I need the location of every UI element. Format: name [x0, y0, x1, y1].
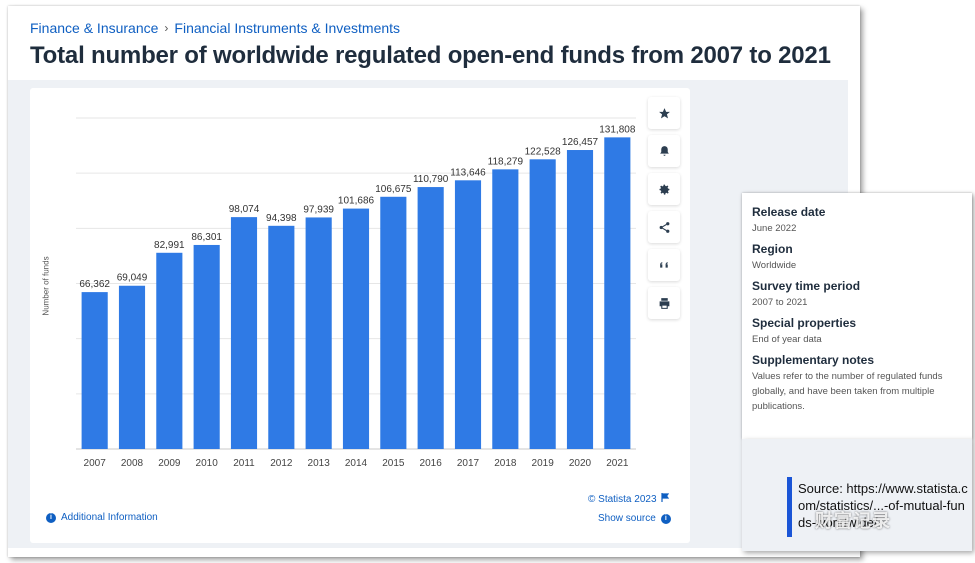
x-tick-label-2007: 2007	[84, 458, 107, 469]
x-tick-label-2021: 2021	[606, 458, 629, 469]
breadcrumb-item-instruments[interactable]: Financial Instruments & Investments	[174, 20, 401, 36]
bar-2018[interactable]	[492, 169, 519, 449]
details-panel: Release date June 2022 Region Worldwide …	[742, 193, 972, 439]
bar-2008[interactable]	[118, 285, 146, 449]
additional-info-link[interactable]: i Additional Information	[46, 512, 158, 523]
watermark: 财富记录	[815, 511, 891, 531]
breadcrumb-item-finance[interactable]: Finance & Insurance	[30, 20, 159, 36]
bar-2011[interactable]	[230, 217, 258, 449]
show-source-label: Show source	[598, 513, 656, 524]
print-icon	[659, 297, 669, 309]
x-tick-label-2009: 2009	[158, 458, 181, 469]
breadcrumb: Finance & Insurance › Financial Instrume…	[30, 20, 400, 36]
data-label-2019: 122,528	[525, 146, 562, 157]
data-label-2011: 98,074	[229, 204, 260, 215]
data-label-2015: 106,675	[375, 184, 412, 195]
bar-2016[interactable]	[417, 187, 444, 449]
bell-icon	[659, 145, 669, 156]
detail-supplementary-notes: Supplementary notes Values refer to the …	[752, 353, 943, 412]
x-tick-label-2015: 2015	[382, 458, 405, 469]
source-accent-bar	[787, 477, 792, 537]
bar-2019[interactable]	[529, 159, 556, 449]
x-tick-label-2008: 2008	[121, 458, 144, 469]
data-label-2010: 86,301	[191, 232, 222, 243]
detail-special-properties: Special properties End of year data	[752, 316, 857, 345]
x-tick-label-2014: 2014	[345, 458, 368, 469]
source-note: Source: https://www.statista.com/statist…	[798, 481, 968, 530]
bar-2013[interactable]	[305, 217, 332, 449]
bar-2010[interactable]	[193, 244, 220, 449]
bar-chart: 66,362 69,049 82,991 86,301 98,074 94,398 97,9…	[76, 117, 636, 469]
x-tick-label-2011: 2011	[233, 458, 255, 469]
settings-button[interactable]	[648, 173, 680, 205]
detail-survey-period: Survey time period 2007 to 2021	[752, 279, 861, 308]
share-button[interactable]	[648, 211, 680, 243]
bar-2017[interactable]	[454, 180, 482, 449]
x-tick-label-2016: 2016	[420, 458, 443, 469]
data-label-2012: 94,398	[266, 213, 297, 224]
bar-2015[interactable]	[380, 196, 407, 449]
bar-2020[interactable]	[566, 150, 594, 449]
x-tick-label-2019: 2019	[532, 458, 555, 469]
chart-toolbar	[648, 97, 682, 319]
data-label-2020: 126,457	[562, 137, 599, 148]
info-icon: i	[46, 512, 56, 523]
bar-2012[interactable]	[268, 225, 295, 449]
share-icon	[659, 221, 669, 233]
quote-icon	[659, 261, 668, 268]
favorite-button[interactable]	[648, 97, 680, 129]
page-title: Total number of worldwide regulated open…	[30, 42, 831, 69]
bar-2014[interactable]	[342, 208, 370, 449]
detail-release-date: Release date June 2022	[752, 205, 826, 234]
data-label-2013: 97,939	[303, 204, 334, 215]
copyright[interactable]: © Statista 2023	[588, 493, 669, 505]
data-label-2016: 110,790	[413, 174, 449, 185]
breadcrumb-separator: ›	[164, 21, 169, 35]
data-label-2017: 113,646	[450, 167, 486, 178]
data-label-2009: 82,991	[154, 240, 185, 251]
y-axis-label: Number of funds	[41, 256, 51, 316]
x-tick-label-2020: 2020	[569, 458, 592, 469]
bar-2009[interactable]	[156, 252, 183, 449]
flag-icon	[660, 493, 669, 505]
data-label-2007: 66,362	[79, 279, 110, 290]
data-label-2014: 101,686	[338, 196, 375, 207]
print-button[interactable]	[648, 287, 680, 319]
source-annotation-box	[742, 439, 972, 551]
detail-region: Region Worldwide	[752, 242, 797, 271]
bar-2007[interactable]	[81, 292, 108, 449]
x-tick-label-2018: 2018	[494, 458, 517, 469]
info-icon: i	[660, 513, 671, 524]
x-tick-label-2012: 2012	[270, 458, 293, 469]
star-icon	[658, 107, 670, 118]
x-tick-label-2010: 2010	[196, 458, 219, 469]
notification-button[interactable]	[648, 135, 680, 167]
bar-2021[interactable]	[604, 137, 631, 449]
show-source-link[interactable]: Show source i	[598, 513, 671, 524]
data-label-2021: 131,808	[599, 124, 636, 135]
additional-info-label: Additional Information	[61, 512, 158, 523]
data-label-2008: 69,049	[117, 273, 148, 284]
cite-button[interactable]	[648, 249, 680, 281]
x-tick-label-2013: 2013	[308, 458, 331, 469]
x-tick-label-2017: 2017	[457, 458, 480, 469]
copyright-text: © Statista 2023	[588, 493, 657, 505]
gear-icon	[659, 184, 669, 195]
data-label-2018: 118,279	[488, 156, 524, 167]
